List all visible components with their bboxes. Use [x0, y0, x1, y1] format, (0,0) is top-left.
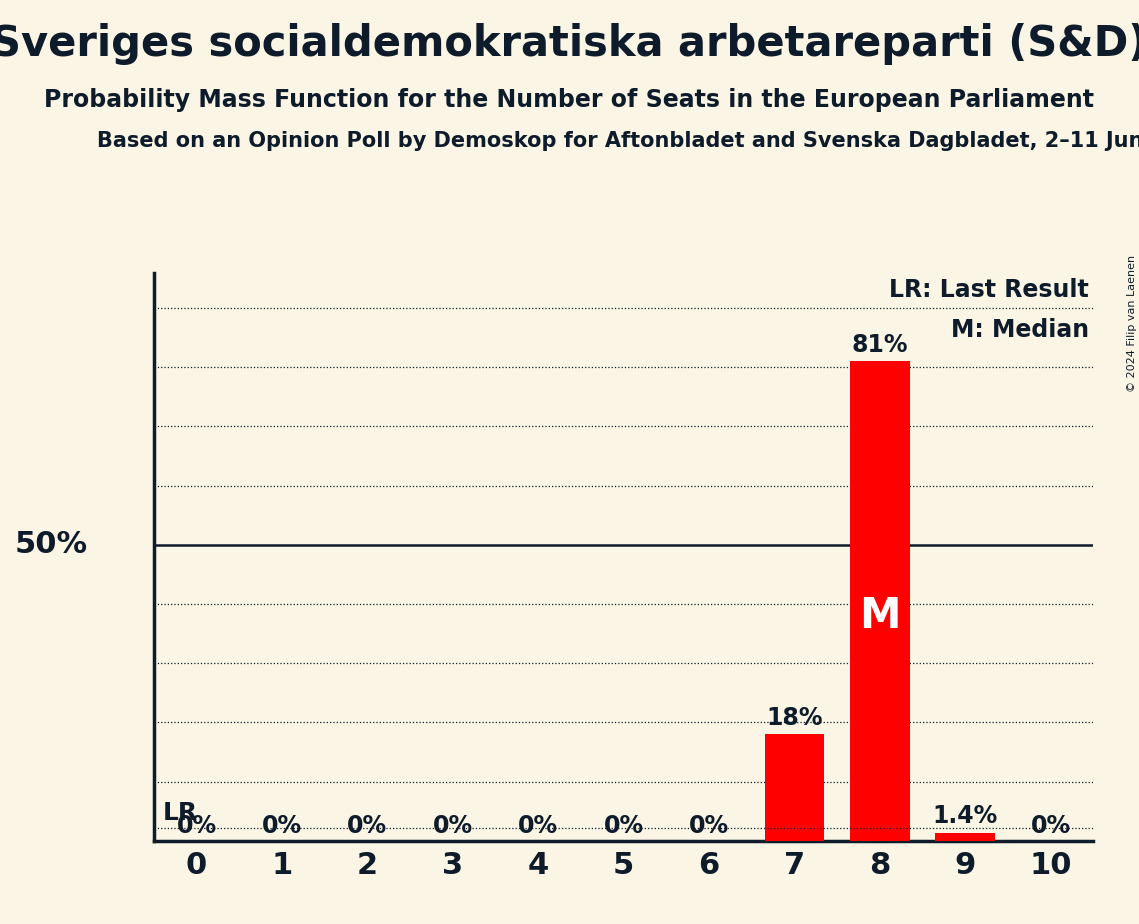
Text: Based on an Opinion Poll by Demoskop for Aftonbladet and Svenska Dagbladet, 2–11: Based on an Opinion Poll by Demoskop for… [97, 131, 1139, 152]
Text: M: Median: M: Median [951, 318, 1089, 342]
Text: 0%: 0% [177, 814, 216, 838]
Bar [935, 833, 995, 841]
Text: 0%: 0% [518, 814, 558, 838]
Text: 0%: 0% [604, 814, 644, 838]
Text: 1.4%: 1.4% [933, 804, 998, 828]
Text: LR: LR [163, 801, 198, 825]
Text: M: M [859, 595, 901, 637]
Text: 0%: 0% [262, 814, 302, 838]
Text: © 2024 Filip van Laenen: © 2024 Filip van Laenen [1126, 255, 1137, 392]
Text: 0%: 0% [347, 814, 387, 838]
Text: 0%: 0% [689, 814, 729, 838]
Text: 0%: 0% [433, 814, 473, 838]
Bar [764, 735, 825, 841]
Text: 81%: 81% [852, 333, 908, 357]
Text: Sveriges socialdemokratiska arbetareparti (S&D): Sveriges socialdemokratiska arbetarepart… [0, 23, 1139, 65]
Text: 0%: 0% [1031, 814, 1071, 838]
Text: LR: Last Result: LR: Last Result [890, 278, 1089, 302]
Bar [850, 361, 910, 841]
Text: Probability Mass Function for the Number of Seats in the European Parliament: Probability Mass Function for the Number… [44, 88, 1095, 112]
Text: 50%: 50% [15, 530, 88, 559]
Text: 18%: 18% [767, 706, 822, 730]
